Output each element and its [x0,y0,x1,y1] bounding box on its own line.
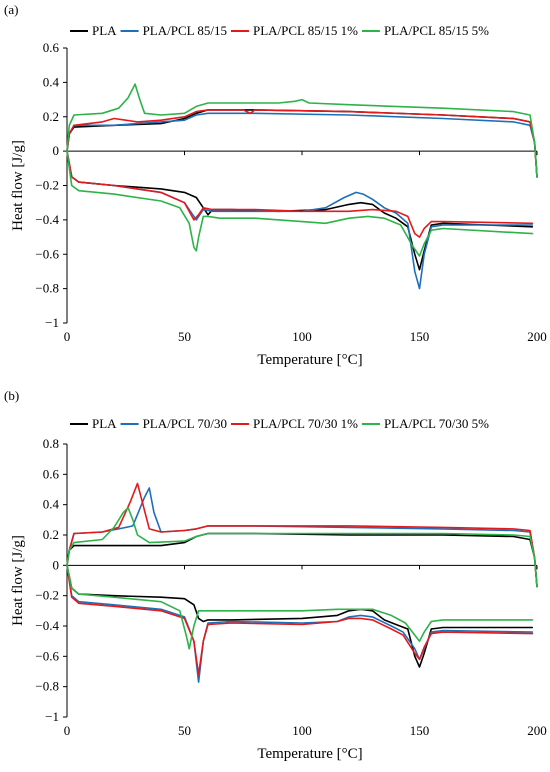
series-line-heating [66,150,534,290]
y-tick-label: −1 [45,315,59,330]
series-line-cooling [66,532,538,588]
legend-item: PLA/PCL 70/30 1% [230,416,358,431]
legend-item: PLA/PCL 85/15 [120,23,227,38]
panel-label: (b) [4,388,19,403]
legend-item: PLA/PCL 85/15 1% [230,23,358,38]
legend-item: PLA [70,23,117,38]
series-line-cooling [66,83,538,178]
series-line-heating [66,150,534,238]
x-tick-label: 150 [410,723,430,738]
y-tick-label: 0.4 [43,74,60,89]
legend-label: PLA/PCL 70/30 [143,416,227,431]
y-tick-label: −0.2 [35,588,59,603]
legend-item: PLA/PCL 70/30 5% [361,416,489,431]
y-tick-label: −0.6 [35,246,59,261]
y-tick-label: −0.4 [35,212,59,227]
series-line-cooling [66,109,538,178]
y-tick-label: 0.6 [43,466,60,481]
panel-label: (a) [4,2,18,17]
legend-label: PLA [92,416,117,431]
legend-label: PLA/PCL 85/15 1% [253,23,358,38]
legend-label: PLA [92,23,117,38]
x-tick-label: 100 [292,723,312,738]
x-tick-label: 0 [64,329,71,344]
legend-item: PLA/PCL 85/15 5% [361,23,489,38]
series-line-cooling [66,112,538,178]
legend-label: PLA/PCL 70/30 1% [253,416,358,431]
y-axis-label: Heat flow [J/g] [10,140,26,231]
x-axis-label: Temperature [°C] [257,746,362,762]
y-tick-label: 0.6 [43,40,60,55]
legend-item: PLA [70,416,117,431]
series-line-heating [66,150,534,271]
y-tick-label: −0.4 [35,618,59,633]
legend-label: PLA/PCL 85/15 [143,23,227,38]
y-tick-label: −0.8 [35,679,59,694]
series-line-heating [66,564,534,676]
x-tick-label: 200 [527,723,547,738]
x-tick-label: 0 [64,723,71,738]
legend-item: PLA/PCL 70/30 [120,416,227,431]
series-line-heating [66,150,534,257]
y-tick-label: −1 [45,709,59,724]
y-tick-label: 0.8 [43,436,59,451]
x-axis-label: Temperature [°C] [257,352,362,368]
y-axis-label: Heat flow [J/g] [10,535,26,626]
y-tick-label: 0 [53,557,60,572]
x-tick-label: 200 [527,329,547,344]
series-line-cooling [66,482,538,588]
series-line-heating [66,564,534,650]
y-tick-label: 0.2 [43,109,59,124]
chart-panel-2: (b) −1 −0.8 −0.6 −0.4 −0.2 0 0.2 0.4 0.6 0.8 0 50 100… [4,388,547,762]
x-tick-label: 50 [178,329,191,344]
chart-panel-1: (a) −1 −0.8 −0.6 −0.4 −0.2 0 0.2 0.4 0.6 0 50 100 150… [4,2,547,368]
x-tick-label: 100 [292,329,312,344]
y-tick-label: −0.2 [35,178,59,193]
y-tick-label: 0.2 [43,527,59,542]
y-tick-label: −0.8 [35,281,59,296]
y-tick-label: 0.4 [43,497,60,512]
legend-label: PLA/PCL 70/30 5% [384,416,489,431]
legend-label: PLA/PCL 85/15 5% [384,23,489,38]
series-line-cooling [66,487,538,588]
series-line-heating [66,564,534,668]
x-tick-label: 150 [410,329,430,344]
series-line-cooling [66,506,538,588]
x-tick-label: 50 [178,723,191,738]
y-tick-label: 0 [53,143,60,158]
y-tick-label: −0.6 [35,648,59,663]
